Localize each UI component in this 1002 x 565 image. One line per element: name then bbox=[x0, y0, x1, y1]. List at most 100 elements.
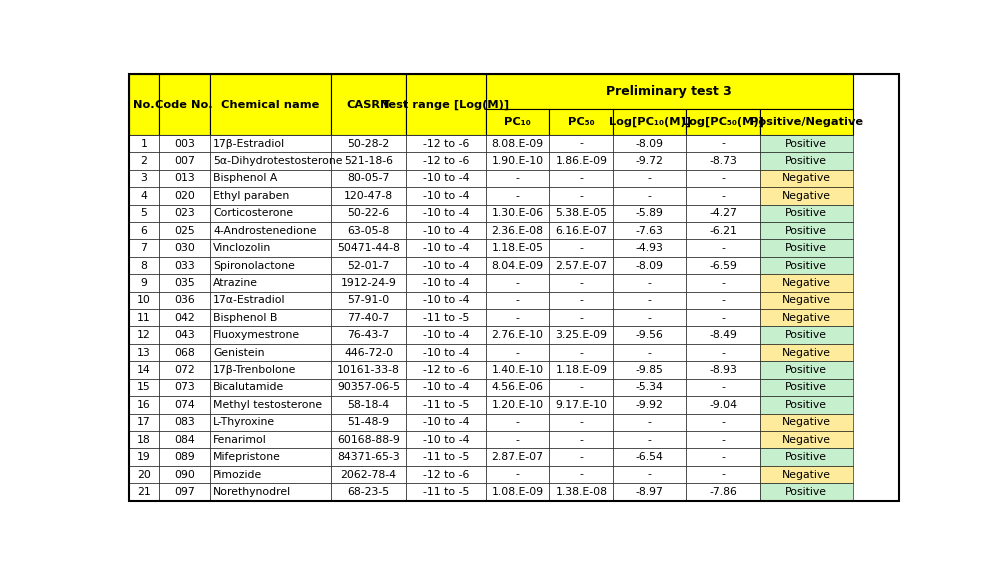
Text: -8.73: -8.73 bbox=[708, 156, 736, 166]
Text: -: - bbox=[579, 278, 583, 288]
Text: -5.89: -5.89 bbox=[635, 208, 663, 218]
Bar bbox=[129, 431, 158, 449]
Text: 1.30.E-06: 1.30.E-06 bbox=[491, 208, 543, 218]
Text: -7.86: -7.86 bbox=[708, 487, 736, 497]
Bar bbox=[485, 187, 549, 205]
Text: -6.59: -6.59 bbox=[708, 260, 736, 271]
Bar bbox=[331, 153, 406, 170]
Bar bbox=[549, 109, 612, 135]
Text: 2062-78-4: 2062-78-4 bbox=[341, 470, 396, 480]
Bar bbox=[129, 75, 485, 109]
Text: -9.56: -9.56 bbox=[635, 330, 663, 340]
Text: 9: 9 bbox=[140, 278, 147, 288]
Text: 013: 013 bbox=[173, 173, 194, 184]
Bar bbox=[158, 431, 209, 449]
Text: -10 to -4: -10 to -4 bbox=[422, 418, 469, 427]
Bar bbox=[549, 257, 612, 274]
Bar bbox=[549, 327, 612, 344]
Bar bbox=[129, 396, 158, 414]
Bar bbox=[759, 379, 852, 396]
Bar bbox=[485, 205, 549, 222]
Text: Fluoxymestrone: Fluoxymestrone bbox=[213, 330, 300, 340]
Bar bbox=[759, 257, 852, 274]
Text: 023: 023 bbox=[173, 208, 194, 218]
Text: 2.36.E-08: 2.36.E-08 bbox=[491, 225, 543, 236]
Text: Positive/Negative: Positive/Negative bbox=[748, 117, 862, 127]
Bar bbox=[759, 109, 852, 135]
Text: 073: 073 bbox=[173, 383, 194, 393]
Text: Bisphenol A: Bisphenol A bbox=[213, 173, 278, 184]
Bar bbox=[485, 449, 549, 466]
Bar bbox=[209, 344, 331, 362]
Text: 19: 19 bbox=[137, 452, 150, 462]
Text: 521-18-6: 521-18-6 bbox=[344, 156, 393, 166]
Bar bbox=[406, 205, 485, 222]
Bar bbox=[406, 431, 485, 449]
Bar bbox=[129, 449, 158, 466]
Text: 120-47-8: 120-47-8 bbox=[344, 191, 393, 201]
Bar bbox=[759, 292, 852, 309]
Bar bbox=[759, 327, 852, 344]
Text: Positive: Positive bbox=[785, 365, 827, 375]
Bar bbox=[158, 170, 209, 187]
Text: 11: 11 bbox=[137, 313, 150, 323]
Bar bbox=[485, 257, 549, 274]
Text: Norethynodrel: Norethynodrel bbox=[213, 487, 291, 497]
Text: 3: 3 bbox=[140, 173, 147, 184]
Bar bbox=[129, 257, 158, 274]
Text: -: - bbox=[579, 434, 583, 445]
Bar bbox=[612, 292, 685, 309]
Text: -5.34: -5.34 bbox=[635, 383, 663, 393]
Text: 20: 20 bbox=[137, 470, 150, 480]
Text: 12: 12 bbox=[137, 330, 150, 340]
Text: -: - bbox=[720, 295, 724, 305]
Text: Negative: Negative bbox=[781, 470, 830, 480]
Bar bbox=[331, 414, 406, 431]
Bar bbox=[129, 240, 158, 257]
Text: 1.18.E-05: 1.18.E-05 bbox=[491, 243, 543, 253]
Bar bbox=[612, 257, 685, 274]
Text: -: - bbox=[647, 278, 651, 288]
Bar bbox=[685, 274, 759, 292]
Text: -: - bbox=[720, 347, 724, 358]
Bar bbox=[685, 240, 759, 257]
Bar bbox=[685, 187, 759, 205]
Text: -: - bbox=[515, 470, 519, 480]
Text: 1.20.E-10: 1.20.E-10 bbox=[491, 400, 543, 410]
Text: -11 to -5: -11 to -5 bbox=[422, 313, 469, 323]
Bar bbox=[612, 396, 685, 414]
Bar bbox=[331, 75, 406, 135]
Bar bbox=[685, 109, 759, 135]
Bar bbox=[759, 240, 852, 257]
Bar bbox=[129, 187, 158, 205]
Bar bbox=[158, 205, 209, 222]
Bar bbox=[129, 205, 158, 222]
Text: 17β-Trenbolone: 17β-Trenbolone bbox=[213, 365, 297, 375]
Text: Genistein: Genistein bbox=[213, 347, 265, 358]
Text: 7: 7 bbox=[140, 243, 147, 253]
Text: Test range [Log(M)]: Test range [Log(M)] bbox=[382, 99, 509, 110]
Text: -: - bbox=[579, 191, 583, 201]
Text: -9.92: -9.92 bbox=[635, 400, 663, 410]
Bar bbox=[549, 309, 612, 327]
Bar bbox=[612, 274, 685, 292]
Bar bbox=[406, 75, 485, 135]
Bar bbox=[129, 483, 158, 501]
Text: 90357-06-5: 90357-06-5 bbox=[337, 383, 400, 393]
Text: -: - bbox=[647, 191, 651, 201]
Bar bbox=[759, 431, 852, 449]
Bar bbox=[331, 379, 406, 396]
Text: -: - bbox=[720, 191, 724, 201]
Bar bbox=[485, 379, 549, 396]
Bar bbox=[759, 362, 852, 379]
Bar bbox=[549, 292, 612, 309]
Text: Chemical name: Chemical name bbox=[221, 99, 320, 110]
Bar bbox=[129, 292, 158, 309]
Text: -: - bbox=[647, 347, 651, 358]
Text: -10 to -4: -10 to -4 bbox=[422, 295, 469, 305]
Text: -: - bbox=[515, 313, 519, 323]
Bar bbox=[485, 153, 549, 170]
Bar bbox=[612, 431, 685, 449]
Text: 1.08.E-09: 1.08.E-09 bbox=[491, 487, 543, 497]
Bar bbox=[209, 135, 331, 153]
